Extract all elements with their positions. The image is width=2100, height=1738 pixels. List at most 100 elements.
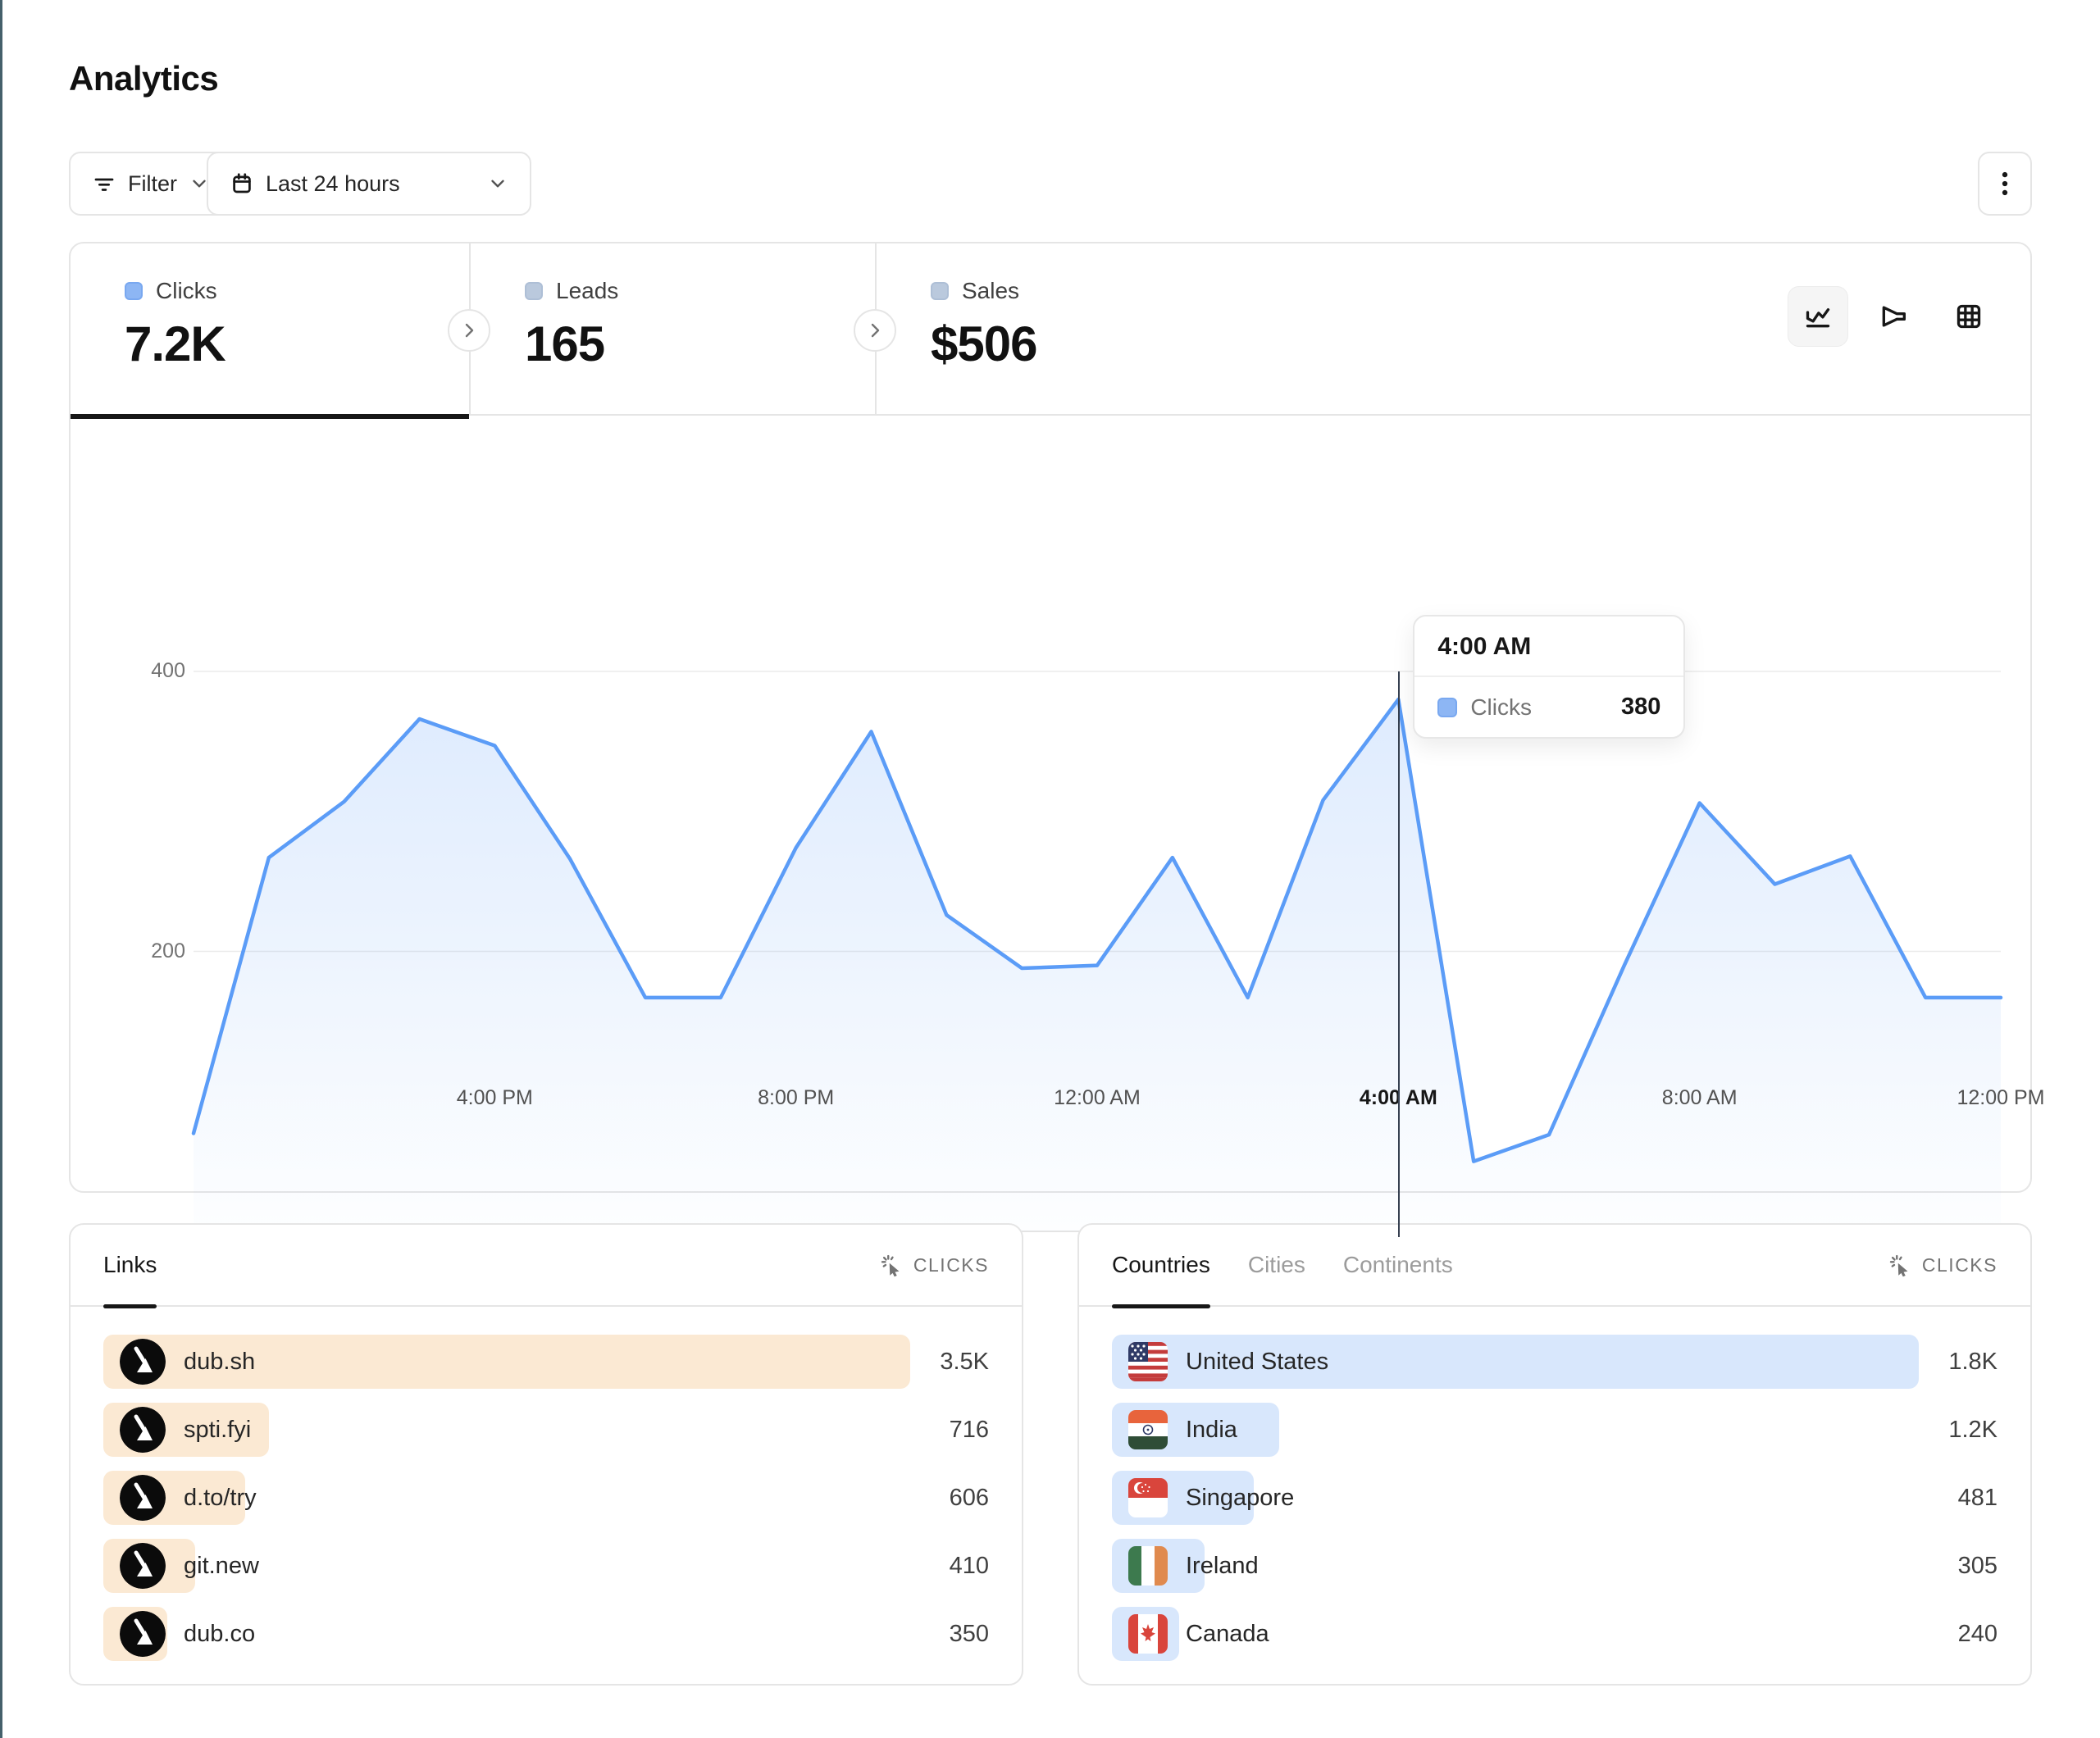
row-value: 240 xyxy=(1957,1620,1998,1647)
date-range-button[interactable]: Last 24 hours xyxy=(207,152,531,216)
sales-legend-swatch xyxy=(931,282,949,300)
row-label: dub.sh xyxy=(184,1348,256,1375)
more-options-button[interactable] xyxy=(1978,152,2032,216)
sg-flag-icon xyxy=(1128,1478,1168,1517)
geo-panel-header: Countries Cities Continents CLICKS xyxy=(1079,1224,2030,1308)
stat-tab-sales[interactable]: Sales $506 xyxy=(875,243,1285,416)
row-value: 305 xyxy=(1957,1552,1998,1579)
row-label: Canada xyxy=(1186,1620,1269,1647)
ie-flag-icon xyxy=(1128,1546,1168,1586)
kebab-menu-icon xyxy=(1993,170,2017,198)
tooltip-series-label: Clicks xyxy=(1470,694,1532,720)
links-metric-selector[interactable]: CLICKS xyxy=(879,1253,989,1277)
links-list: dub.sh 3.5K spti.fyi 716 d.to/try 606 git.new 4… xyxy=(71,1307,1022,1661)
x-axis-tick: 12:00 PM xyxy=(1957,1086,2045,1109)
row-value: 410 xyxy=(949,1552,989,1579)
funnel-view-button[interactable] xyxy=(1863,286,1924,347)
link-row[interactable]: spti.fyi 716 xyxy=(103,1403,989,1457)
row-value: 3.5K xyxy=(940,1348,989,1375)
chart-type-switcher xyxy=(1788,286,1999,347)
link-row[interactable]: git.new 410 xyxy=(103,1539,989,1593)
x-axis-tick: 8:00 AM xyxy=(1661,1086,1738,1109)
country-row[interactable]: Ireland 305 xyxy=(1112,1539,1998,1593)
row-label: spti.fyi xyxy=(184,1416,252,1443)
links-metric-label: CLICKS xyxy=(913,1253,989,1276)
us-flag-icon xyxy=(1128,1342,1168,1381)
stat-label: Leads xyxy=(556,278,619,303)
stat-value-leads: 165 xyxy=(525,316,605,371)
filter-icon xyxy=(92,171,116,196)
tooltip-legend-swatch xyxy=(1437,697,1458,717)
link-row[interactable]: dub.sh 3.5K xyxy=(103,1335,989,1389)
country-row[interactable]: Singapore 481 xyxy=(1112,1471,1998,1525)
row-label: d.to/try xyxy=(184,1484,257,1511)
row-bar xyxy=(1112,1335,1919,1389)
line-chart-view-button[interactable] xyxy=(1788,286,1848,347)
chevron-right-icon xyxy=(871,323,880,338)
tab-cities[interactable]: Cities xyxy=(1247,1252,1305,1277)
table-view-button[interactable] xyxy=(1938,286,1999,347)
link-row[interactable]: dub.co 350 xyxy=(103,1607,989,1661)
chevron-down-icon xyxy=(487,173,508,194)
cursor-click-icon xyxy=(879,1253,904,1277)
stat-label: Sales xyxy=(962,278,1020,303)
row-label: India xyxy=(1186,1416,1237,1443)
row-bar xyxy=(103,1335,910,1389)
calendar-icon xyxy=(230,171,254,196)
row-value: 716 xyxy=(949,1416,989,1443)
leads-legend-swatch xyxy=(525,282,543,300)
date-range-label: Last 24 hours xyxy=(266,171,400,196)
stat-label: Clicks xyxy=(156,278,217,303)
row-value: 1.8K xyxy=(1948,1348,1998,1375)
row-label: Ireland xyxy=(1186,1552,1259,1579)
in-flag-icon xyxy=(1128,1410,1168,1449)
analytics-card: Clicks 7.2K Leads 165 Sales $506 xyxy=(69,242,2045,1243)
funnel-chart-icon xyxy=(1882,306,1906,327)
chart-crosshair xyxy=(1398,671,1401,1237)
country-row[interactable]: India 1.2K xyxy=(1112,1403,1998,1457)
country-row[interactable]: United States 1.8K xyxy=(1112,1335,1998,1389)
ca-flag-icon xyxy=(1128,1614,1168,1654)
dub-logo-icon xyxy=(120,1543,166,1589)
tab-continents[interactable]: Continents xyxy=(1342,1252,1453,1277)
filter-button-label: Filter xyxy=(128,171,177,196)
stat-value-sales: $506 xyxy=(931,316,1037,371)
tab-countries[interactable]: Countries xyxy=(1112,1224,1210,1308)
x-axis-ticks: 4:00 PM 8:00 PM 12:00 AM 4:00 AM 8:00 AM 12:0… xyxy=(71,416,2045,1194)
row-value: 350 xyxy=(949,1620,989,1647)
stat-tab-leads[interactable]: Leads 165 xyxy=(469,243,875,416)
stats-next-button[interactable] xyxy=(448,309,490,352)
dub-logo-icon xyxy=(120,1339,166,1385)
row-value: 1.2K xyxy=(1948,1416,1998,1443)
row-label: dub.co xyxy=(184,1620,256,1647)
dub-logo-icon xyxy=(120,1407,166,1453)
cursor-click-icon xyxy=(1888,1253,1912,1277)
left-edge-strip xyxy=(0,0,2,1738)
link-row[interactable]: d.to/try 606 xyxy=(103,1471,989,1525)
row-label: Singapore xyxy=(1186,1484,1295,1511)
filter-button[interactable]: Filter xyxy=(69,152,233,216)
row-value: 606 xyxy=(949,1484,989,1511)
chevron-down-icon xyxy=(189,173,210,194)
country-row[interactable]: Canada 240 xyxy=(1112,1607,1998,1661)
y-axis-tick: 400 xyxy=(151,659,185,682)
chart-tooltip: 4:00 AM Clicks 380 xyxy=(1413,615,1686,739)
geo-tabs: Countries Cities Continents xyxy=(1112,1224,1453,1308)
stats-next-button[interactable] xyxy=(854,309,896,352)
x-axis-tick: 12:00 AM xyxy=(1054,1086,1141,1109)
geo-metric-selector[interactable]: CLICKS xyxy=(1888,1253,1998,1277)
row-label: United States xyxy=(1186,1348,1329,1375)
stat-tab-clicks[interactable]: Clicks 7.2K xyxy=(71,243,469,419)
tooltip-value: 380 xyxy=(1620,694,1661,720)
table-grid-icon xyxy=(1957,304,1981,329)
stat-value-clicks: 7.2K xyxy=(125,316,226,371)
dub-logo-icon xyxy=(120,1475,166,1521)
tooltip-time: 4:00 AM xyxy=(1414,616,1684,677)
line-chart-icon xyxy=(1806,308,1830,328)
tab-links[interactable]: Links xyxy=(103,1224,157,1308)
chevron-right-icon xyxy=(465,323,474,338)
links-panel-header: Links CLICKS xyxy=(71,1224,1022,1308)
stats-row: Clicks 7.2K Leads 165 Sales $506 xyxy=(71,243,2030,419)
